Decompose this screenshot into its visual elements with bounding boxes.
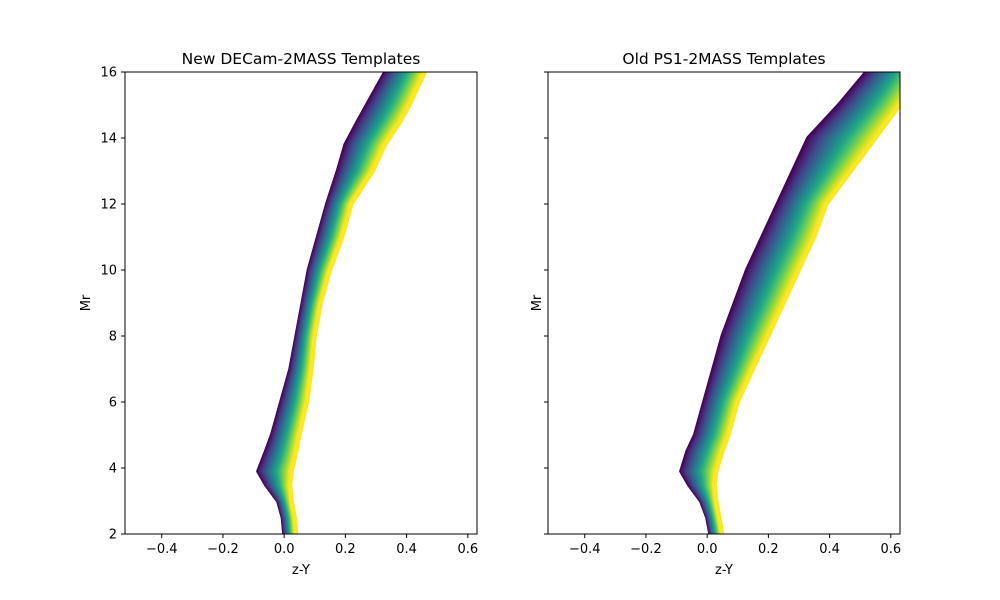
x-tick-label: −0.4 [146, 542, 178, 557]
x-ticks-left: −0.4 −0.2 0.0 0.2 0.4 0.6 [146, 534, 478, 557]
template-curve [276, 72, 412, 534]
chart-title-left: New DECam-2MASS Templates [182, 50, 421, 68]
x-axis-label-left: z-Y [292, 563, 310, 578]
y-tick-label: 14 [100, 132, 117, 147]
y-tick-label: 2 [109, 528, 117, 543]
x-tick-label: −0.2 [207, 542, 239, 557]
template-curve [712, 101, 900, 534]
template-curve [288, 72, 427, 534]
x-tick-label: 0.0 [274, 542, 295, 557]
plot-frame-left [124, 71, 478, 535]
panel-left: −0.4 −0.2 0.0 0.2 0.4 0.6 2 4 6 8 10 12 14 16 New DE… [79, 50, 478, 578]
x-tick-label: 0.2 [758, 542, 779, 557]
y-axis-label-right: Mr [530, 294, 545, 311]
x-tick-label: 0.6 [457, 542, 478, 557]
x-tick-label: 0.4 [396, 542, 417, 557]
y-tick-label: 4 [109, 462, 117, 477]
x-tick-label: −0.4 [569, 542, 601, 557]
y-tick-label: 12 [100, 198, 117, 213]
template-curve [277, 72, 412, 534]
panel-right: −0.4 −0.2 0.0 0.2 0.4 0.6 Old PS1-2MASS Templ… [530, 50, 901, 578]
y-axis-label-left: Mr [79, 294, 94, 311]
x-axis-label-right: z-Y [715, 563, 733, 578]
x-ticks-right: −0.4 −0.2 0.0 0.2 0.4 0.6 [569, 534, 901, 557]
y-ticks-right [544, 71, 548, 535]
chart-title-right: Old PS1-2MASS Templates [622, 50, 825, 68]
y-ticks-left: 2 4 6 8 10 12 14 16 [100, 66, 125, 543]
y-tick-label: 8 [109, 330, 117, 345]
x-tick-label: 0.4 [819, 542, 840, 557]
x-tick-label: 0.6 [880, 542, 901, 557]
template-curves-right [679, 72, 900, 534]
template-curves-left [256, 72, 427, 534]
plot-frame-right [547, 71, 901, 535]
y-tick-label: 16 [100, 66, 117, 81]
x-tick-label: −0.2 [630, 542, 662, 557]
y-tick-label: 10 [100, 264, 117, 279]
y-tick-label: 6 [109, 396, 117, 411]
x-tick-label: 0.2 [335, 542, 356, 557]
x-tick-label: 0.0 [697, 542, 718, 557]
